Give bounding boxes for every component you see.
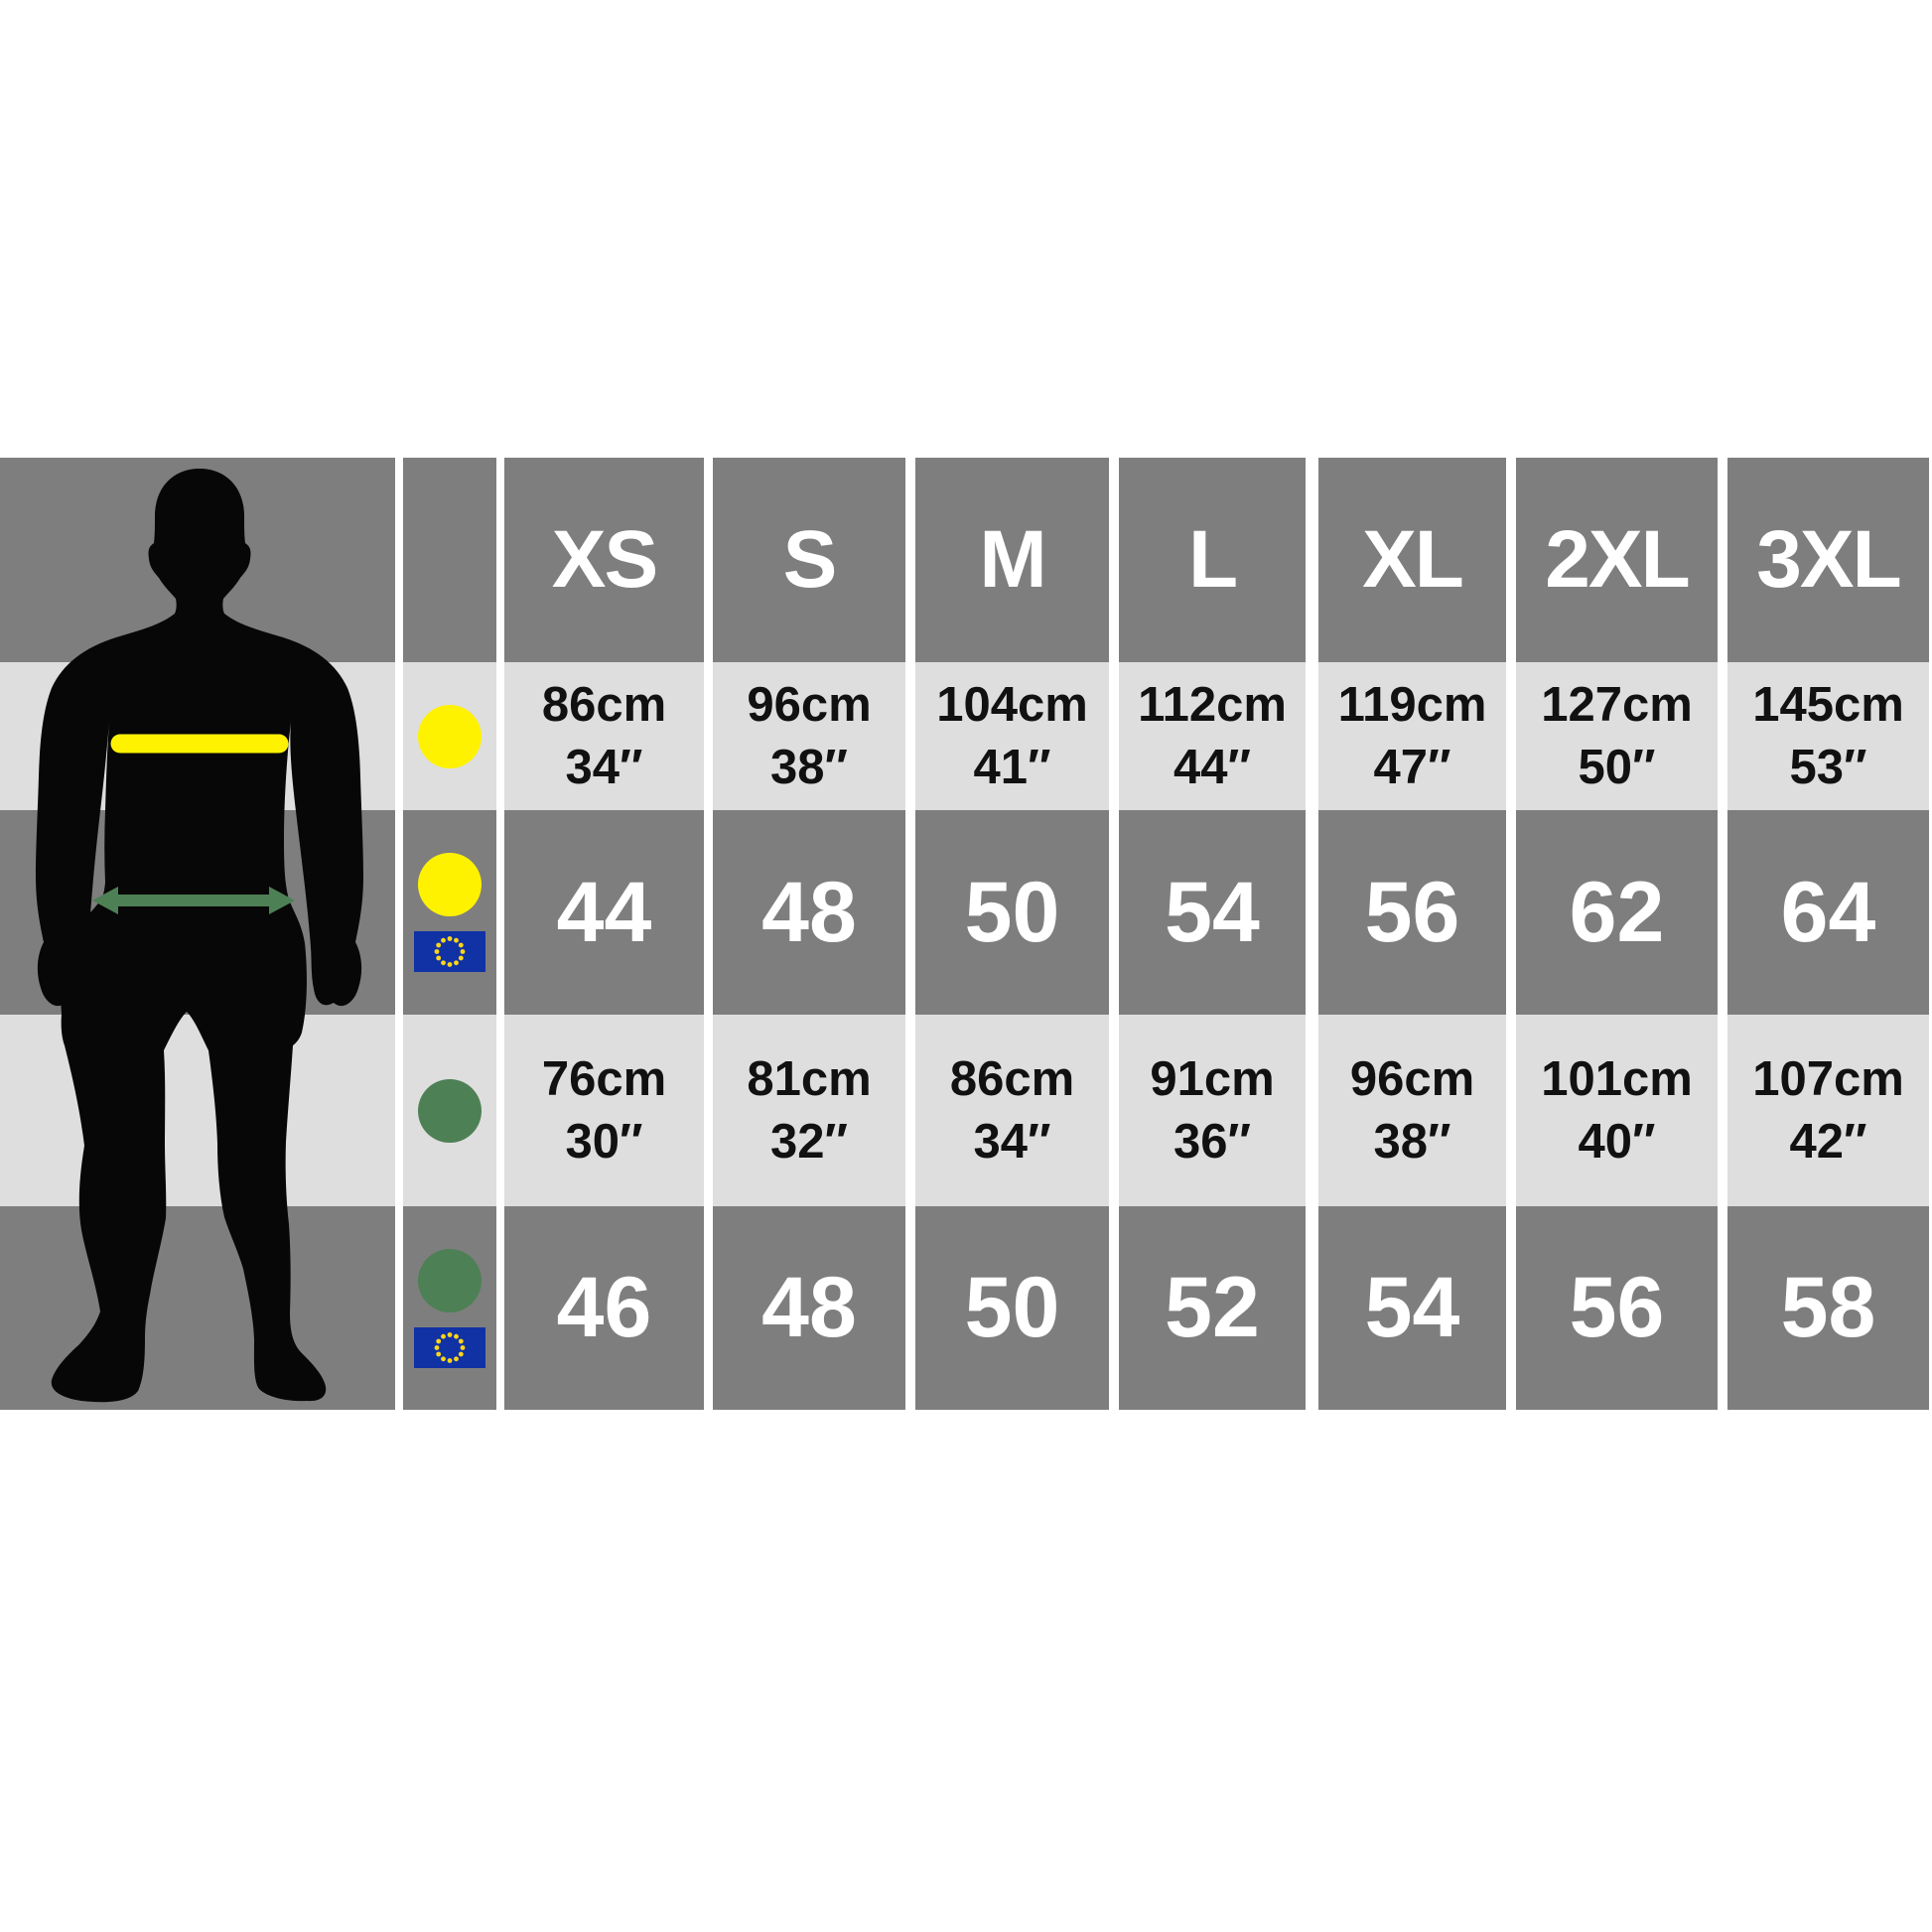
eu-flag-icon xyxy=(414,1326,485,1368)
chest-cm-value: 86cm xyxy=(541,677,667,732)
chest-cm-value: 119cm xyxy=(1337,677,1487,732)
size-header: L xyxy=(1119,458,1306,662)
chest-cm-value: 112cm xyxy=(1138,677,1287,732)
waist-cm-value: 91cm xyxy=(1150,1051,1275,1106)
size-header: M xyxy=(915,458,1109,662)
chest-eu-size-cell: 44 xyxy=(504,810,704,1015)
waist-eu-size-cell: 50 xyxy=(915,1206,1109,1410)
waist-dot-icon xyxy=(418,1078,482,1143)
chest-row-icon-cell xyxy=(403,662,496,810)
waist-cm-value: 76cm xyxy=(541,1051,667,1106)
waist-measure-cell: 91cm 36″ xyxy=(1119,1015,1306,1206)
chest-eu-icon-cell xyxy=(403,810,496,1015)
chest-cm-value: 104cm xyxy=(936,677,1088,732)
icon-column-header-bg xyxy=(403,458,496,662)
waist-eu-size-cell: 52 xyxy=(1119,1206,1306,1410)
waist-in-value: 30″ xyxy=(565,1114,643,1169)
waist-in-value: 32″ xyxy=(770,1114,848,1169)
chest-eu-size-cell: 50 xyxy=(915,810,1109,1015)
waist-in-value: 42″ xyxy=(1789,1114,1867,1169)
waist-eu-size-cell: 54 xyxy=(1318,1206,1506,1410)
chest-eu-size-cell: 54 xyxy=(1119,810,1306,1015)
chest-in-value: 38″ xyxy=(770,740,848,794)
size-header: S xyxy=(713,458,905,662)
chest-dot-icon xyxy=(418,704,482,768)
waist-measure-cell: 96cm 38″ xyxy=(1318,1015,1506,1206)
chest-eu-size-cell: 62 xyxy=(1516,810,1718,1015)
waist-measure-cell: 101cm 40″ xyxy=(1516,1015,1718,1206)
chest-measure-cell: 145cm 53″ xyxy=(1727,662,1929,810)
male-body-outline xyxy=(36,469,363,1403)
waist-in-value: 38″ xyxy=(1373,1114,1451,1169)
waist-in-value: 36″ xyxy=(1173,1114,1251,1169)
waist-cm-value: 81cm xyxy=(747,1051,872,1106)
waist-measure-cell: 81cm 32″ xyxy=(713,1015,905,1206)
chest-cm-value: 127cm xyxy=(1541,677,1693,732)
waist-row-icon-cell xyxy=(403,1015,496,1206)
waist-cm-value: 86cm xyxy=(949,1051,1075,1106)
chest-cm-value: 96cm xyxy=(747,677,872,732)
waist-dot-icon xyxy=(418,1248,482,1312)
chest-eu-size-cell: 56 xyxy=(1318,810,1506,1015)
waist-eu-size-cell: 48 xyxy=(713,1206,905,1410)
chest-measure-cell: 112cm 44″ xyxy=(1119,662,1306,810)
eu-flag-icon xyxy=(414,931,485,972)
waist-eu-size-cell: 56 xyxy=(1516,1206,1718,1410)
size-header: 2XL xyxy=(1516,458,1718,662)
waist-eu-icon-cell xyxy=(403,1206,496,1410)
chest-measure-cell: 86cm 34″ xyxy=(504,662,704,810)
size-header: 3XL xyxy=(1727,458,1929,662)
chest-cm-value: 145cm xyxy=(1752,677,1904,732)
chest-in-value: 41″ xyxy=(973,740,1051,794)
chest-in-value: 50″ xyxy=(1578,740,1656,794)
chest-eu-size-cell: 48 xyxy=(713,810,905,1015)
chest-in-value: 47″ xyxy=(1373,740,1451,794)
waist-cm-value: 107cm xyxy=(1752,1051,1904,1106)
waist-in-value: 40″ xyxy=(1578,1114,1656,1169)
chest-in-value: 44″ xyxy=(1173,740,1251,794)
male-silhouette xyxy=(36,469,363,1403)
chest-measure-cell: 96cm 38″ xyxy=(713,662,905,810)
waist-measure-cell: 86cm 34″ xyxy=(915,1015,1109,1206)
size-header: XL xyxy=(1318,458,1506,662)
size-header: XS xyxy=(504,458,704,662)
waist-highlight-arrow xyxy=(92,887,295,914)
waist-cm-value: 96cm xyxy=(1349,1051,1475,1106)
chest-measure-cell: 104cm 41″ xyxy=(915,662,1109,810)
chest-dot-icon xyxy=(418,853,482,916)
chest-eu-size-cell: 64 xyxy=(1727,810,1929,1015)
waist-in-value: 34″ xyxy=(973,1114,1051,1169)
chest-in-value: 34″ xyxy=(565,740,643,794)
chest-in-value: 53″ xyxy=(1789,740,1867,794)
chest-measure-cell: 119cm 47″ xyxy=(1318,662,1506,810)
waist-measure-cell: 76cm 30″ xyxy=(504,1015,704,1206)
waist-cm-value: 101cm xyxy=(1541,1051,1693,1106)
waist-eu-size-cell: 46 xyxy=(504,1206,704,1410)
waist-measure-cell: 107cm 42″ xyxy=(1727,1015,1929,1206)
chest-measure-cell: 127cm 50″ xyxy=(1516,662,1718,810)
waist-eu-size-cell: 58 xyxy=(1727,1206,1929,1410)
